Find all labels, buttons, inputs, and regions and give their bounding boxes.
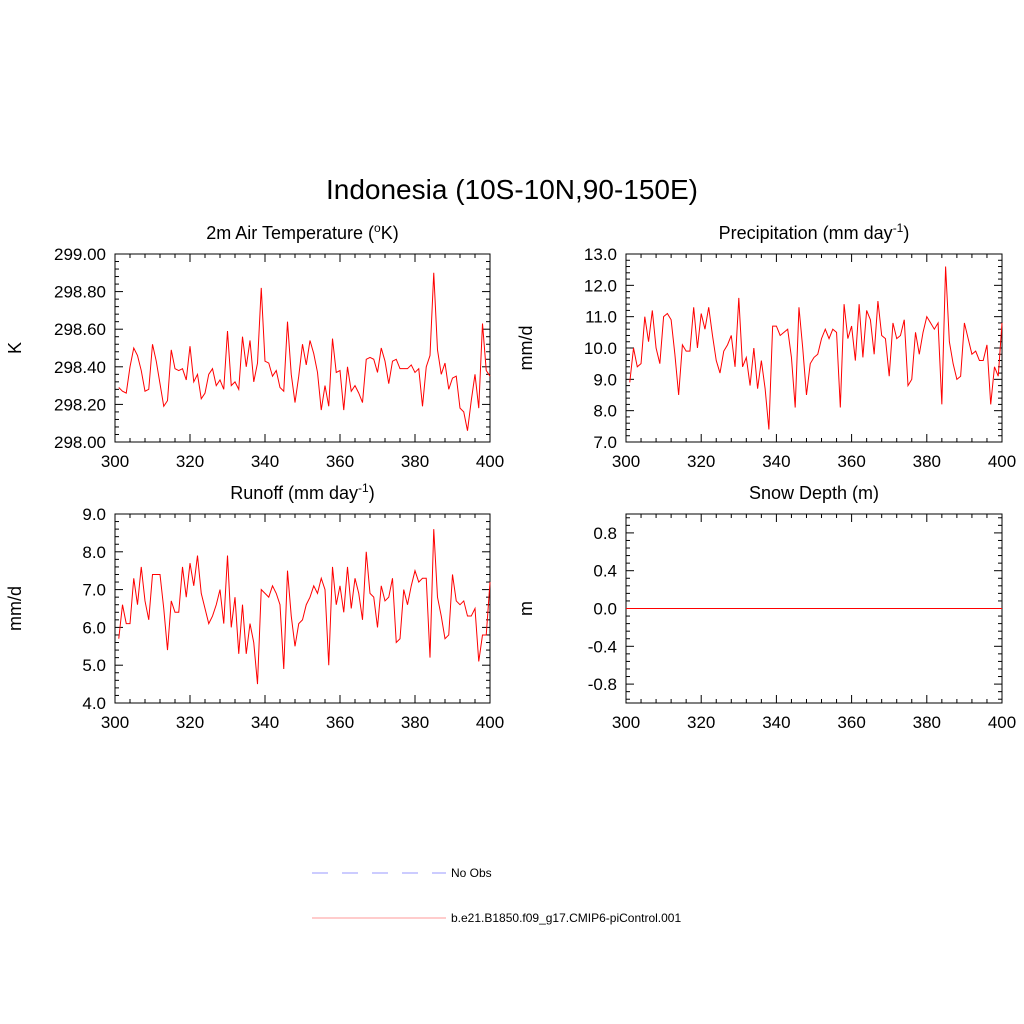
air-temperature-ytick-label: 299.00	[54, 245, 106, 264]
snow-depth-title: Snow Depth (m)	[749, 483, 879, 503]
air-temperature-series-line	[118, 272, 491, 431]
runoff-ytick-label: 4.0	[82, 694, 106, 713]
snow-depth-xtick-label: 400	[988, 713, 1016, 732]
runoff-ytick-label: 7.0	[82, 581, 106, 600]
precipitation-ytick-label: 9.0	[593, 370, 617, 389]
air-temperature-ytick-label: 298.00	[54, 433, 106, 452]
air-temperature-xtick-label: 340	[251, 452, 279, 471]
air-temperature-ytick-label: 298.60	[54, 320, 106, 339]
precipitation-xtick-label: 340	[762, 452, 790, 471]
precipitation-xtick-label: 320	[687, 452, 715, 471]
runoff-series-line	[118, 529, 491, 685]
air-temperature-title-main: 2m Air Temperature (	[206, 223, 374, 243]
runoff-title: Runoff (mm day-1)	[230, 481, 374, 503]
snow-depth-title-main: Snow Depth (m)	[749, 483, 879, 503]
legend: No Obs b.e21.B1850.f09_g17.CMIP6-piContr…	[312, 866, 681, 925]
runoff-ytick-label: 9.0	[82, 505, 106, 524]
precipitation-ytick-label: 8.0	[593, 402, 617, 421]
air-temperature-xtick-label: 360	[326, 452, 354, 471]
precipitation-ytick-label: 7.0	[593, 433, 617, 452]
runoff-plot-frame	[114, 513, 491, 704]
snow-depth-xtick-label: 320	[687, 713, 715, 732]
runoff-title-post: )	[369, 483, 375, 503]
runoff-title-main: Runoff (mm day	[230, 483, 358, 503]
snow-depth-xtick-label: 300	[612, 713, 640, 732]
runoff-xtick-label: 400	[476, 713, 504, 732]
snow-depth-xtick-label: 340	[762, 713, 790, 732]
precipitation-ytick-label: 10.0	[584, 339, 617, 358]
air-temperature-xtick-label: 400	[476, 452, 504, 471]
panel-precipitation: Precipitation (mm day-1) mm/d 300 320 340 360…	[516, 221, 1016, 471]
air-temperature-ytick-label: 298.40	[54, 358, 106, 377]
precipitation-xtick-label: 360	[837, 452, 865, 471]
runoff-xtick-label: 340	[251, 713, 279, 732]
legend-label-no-obs: No Obs	[451, 866, 492, 880]
precipitation-title-main: Precipitation (mm day	[719, 223, 893, 243]
air-temperature-title-post: K)	[381, 223, 399, 243]
precipitation-ylabel: mm/d	[516, 326, 536, 371]
precipitation-ytick-label: 12.0	[584, 276, 617, 295]
runoff-xtick-label: 360	[326, 713, 354, 732]
runoff-title-sup: -1	[358, 481, 369, 495]
snow-depth-ytick-label: 0.4	[593, 562, 617, 581]
precipitation-xtick-label: 400	[988, 452, 1016, 471]
runoff-ytick-label: 6.0	[82, 618, 106, 637]
precipitation-xtick-label: 300	[612, 452, 640, 471]
air-temperature-plot-frame	[114, 253, 491, 443]
snow-depth-xtick-label: 360	[837, 713, 865, 732]
snow-depth-ytick-label: 0.0	[593, 600, 617, 619]
precipitation-title-post: )	[903, 223, 909, 243]
air-temperature-ytick-label: 298.80	[54, 283, 106, 302]
precipitation-title: Precipitation (mm day-1)	[719, 221, 910, 243]
legend-label-model: b.e21.B1850.f09_g17.CMIP6-piControl.001	[451, 911, 681, 925]
snow-depth-ytick-label: -0.8	[588, 675, 617, 694]
runoff-xtick-label: 380	[401, 713, 429, 732]
runoff-ytick-label: 8.0	[82, 543, 106, 562]
panel-runoff: Runoff (mm day-1) mm/d 300 320 340 360 380 400 4…	[5, 481, 504, 732]
precipitation-xtick-label: 380	[913, 452, 941, 471]
runoff-ylabel: mm/d	[5, 586, 25, 631]
air-temperature-ylabel: K	[5, 342, 25, 354]
air-temperature-xtick-label: 380	[401, 452, 429, 471]
runoff-ytick-label: 5.0	[82, 656, 106, 675]
precipitation-title-sup: -1	[893, 221, 904, 235]
air-temperature-xtick-label: 300	[101, 452, 129, 471]
air-temperature-ytick-label: 298.20	[54, 395, 106, 414]
snow-depth-xtick-label: 380	[913, 713, 941, 732]
air-temperature-title: 2m Air Temperature (oK)	[206, 221, 398, 243]
runoff-xtick-label: 300	[101, 713, 129, 732]
snow-depth-ylabel: m	[516, 601, 536, 616]
snow-depth-ytick-label: 0.8	[593, 524, 617, 543]
snow-depth-ytick-label: -0.4	[588, 637, 617, 656]
precipitation-ytick-label: 13.0	[584, 245, 617, 264]
panel-snow-depth: Snow Depth (m) m 300 320 340 360 380 400 -0.8 -0.…	[516, 483, 1016, 732]
figure-title: Indonesia (10S-10N,90-150E)	[326, 174, 698, 205]
precipitation-series-line	[629, 266, 1003, 430]
runoff-xtick-label: 320	[176, 713, 204, 732]
air-temperature-xtick-label: 320	[176, 452, 204, 471]
precipitation-ytick-label: 11.0	[585, 308, 617, 327]
air-temperature-title-sup: o	[374, 221, 381, 235]
panel-air-temperature: 2m Air Temperature (oK) K 300 320 340 360 380 4…	[5, 221, 504, 471]
